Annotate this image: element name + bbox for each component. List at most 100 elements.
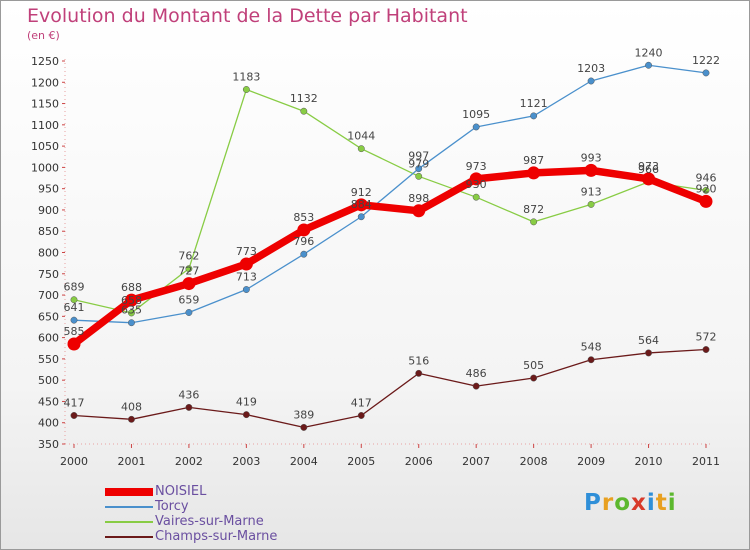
data-point-noisiel [182, 277, 196, 291]
data-label-torcy: 796 [293, 235, 314, 248]
data-point-noisiel [297, 223, 311, 237]
data-point-noisiel [67, 337, 81, 351]
y-tick-label: 650 [38, 310, 59, 323]
y-tick-label: 1100 [31, 119, 59, 132]
data-point-noisiel [469, 172, 483, 186]
legend-label: Torcy [155, 499, 189, 514]
data-label-vaires-sur-marne: 872 [523, 203, 544, 216]
data-label-champs-sur-marne: 572 [696, 331, 717, 344]
data-point-torcy [472, 123, 480, 131]
y-tick-label: 350 [38, 438, 59, 451]
data-point-champs-sur-marne [70, 412, 78, 419]
data-point-torcy [357, 213, 365, 221]
data-point-torcy [702, 69, 710, 77]
logo-letter: x [631, 490, 647, 516]
x-tick-label: 2006 [405, 455, 433, 468]
x-tick-label: 2004 [290, 455, 318, 468]
data-point-champs-sur-marne [415, 369, 423, 377]
proxiti-logo: Proxiti [584, 490, 677, 516]
chart-title: Evolution du Montant de la Dette par Hab… [27, 5, 468, 27]
y-tick-label: 850 [38, 225, 59, 238]
series-line-vaires-sur-marne [73, 88, 707, 314]
data-label-noisiel: 993 [581, 151, 602, 164]
y-tick-label: 1200 [31, 76, 59, 89]
data-label-vaires-sur-marne: 913 [581, 185, 602, 198]
data-point-champs-sur-marne [357, 412, 365, 419]
logo-letter: r [601, 490, 615, 516]
y-tick-label: 450 [38, 395, 59, 408]
data-point-champs-sur-marne [587, 356, 595, 364]
data-point-noisiel [699, 194, 713, 208]
data-point-vaires-sur-marne [530, 218, 538, 226]
y-tick-label: 900 [38, 204, 59, 217]
data-point-champs-sur-marne [300, 423, 308, 431]
x-tick-label: 2008 [520, 455, 548, 468]
data-point-champs-sur-marne [185, 403, 193, 411]
y-tick-label: 550 [38, 353, 59, 366]
logo-letter: P [584, 490, 602, 516]
data-point-vaires-sur-marne [128, 309, 135, 317]
x-tick-label: 2009 [577, 455, 605, 468]
data-point-vaires-sur-marne [185, 265, 193, 273]
legend-swatch [105, 536, 153, 538]
x-tick-label: 2003 [232, 455, 260, 468]
data-label-torcy: 659 [178, 294, 199, 307]
chart-subtitle: (en €) [27, 29, 60, 42]
data-point-torcy [128, 319, 135, 327]
data-label-champs-sur-marne: 564 [638, 334, 659, 347]
data-point-noisiel [527, 166, 541, 180]
data-label-champs-sur-marne: 516 [408, 354, 429, 367]
x-tick-label: 2002 [175, 455, 203, 468]
data-point-torcy [645, 61, 652, 69]
data-point-champs-sur-marne [702, 346, 710, 353]
data-label-noisiel: 853 [293, 211, 314, 224]
data-point-torcy [587, 77, 595, 85]
data-point-torcy [415, 165, 423, 173]
data-point-noisiel [239, 257, 253, 271]
data-label-torcy: 884 [351, 198, 372, 211]
data-point-champs-sur-marne [242, 411, 250, 419]
y-tick-label: 1050 [31, 140, 59, 153]
y-tick-label: 800 [38, 247, 59, 260]
data-label-champs-sur-marne: 548 [581, 341, 602, 354]
logo-letter: o [614, 490, 632, 516]
data-labels: 585 688 727 773 853 912 898 973 987 993 973 920 641 6… [64, 46, 721, 421]
y-tick-label: 1150 [31, 98, 59, 111]
y-tick-label: 400 [38, 417, 59, 430]
data-label-torcy: 713 [236, 271, 257, 284]
data-label-torcy: 1203 [577, 62, 605, 75]
data-point-noisiel [584, 163, 598, 177]
data-point-vaires-sur-marne [587, 200, 595, 208]
data-point-vaires-sur-marne [242, 86, 250, 93]
logo-letter: i [646, 490, 656, 516]
y-tick-label: 700 [38, 289, 59, 302]
y-tick-label: 750 [38, 268, 59, 281]
x-tick-label: 2011 [692, 455, 720, 468]
y-tick-label: 1250 [31, 55, 59, 68]
data-label-noisiel: 773 [236, 245, 257, 258]
data-label-vaires-sur-marne: 1132 [290, 92, 318, 105]
data-label-noisiel: 912 [351, 186, 372, 199]
data-point-vaires-sur-marne [472, 193, 480, 201]
data-label-vaires-sur-marne: 1044 [347, 130, 375, 143]
data-label-torcy: 1240 [635, 46, 663, 59]
data-label-champs-sur-marne: 486 [466, 367, 487, 380]
data-label-noisiel: 898 [408, 192, 429, 205]
data-label-noisiel: 920 [696, 182, 717, 195]
series-line-torcy [73, 64, 707, 324]
data-label-noisiel: 585 [64, 325, 85, 338]
data-label-torcy: 635 [121, 304, 142, 317]
data-label-torcy: 997 [408, 150, 429, 163]
data-label-champs-sur-marne: 417 [64, 396, 85, 409]
data-label-noisiel: 973 [638, 160, 659, 173]
data-point-noisiel [354, 198, 368, 212]
data-point-champs-sur-marne [530, 374, 538, 382]
x-tick-label: 2005 [347, 455, 375, 468]
data-point-champs-sur-marne [645, 349, 652, 357]
y-tick-label: 500 [38, 374, 59, 387]
data-label-champs-sur-marne: 389 [293, 408, 314, 421]
data-point-noisiel [124, 293, 138, 307]
data-label-vaires-sur-marne: 946 [696, 171, 717, 184]
